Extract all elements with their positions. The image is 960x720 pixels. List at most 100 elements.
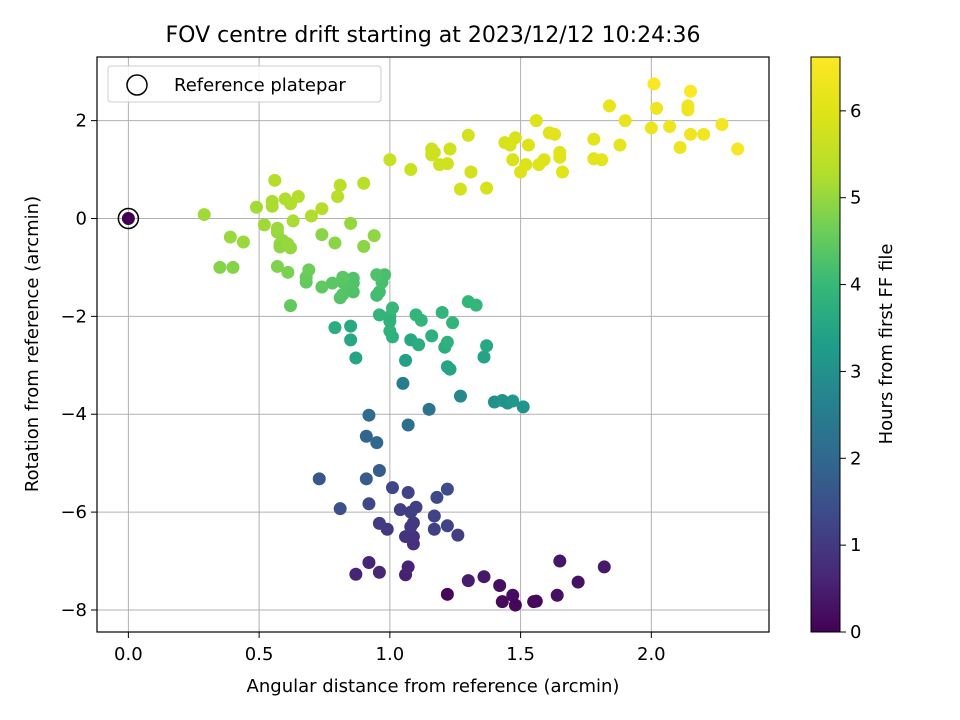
data-point <box>283 299 297 313</box>
data-point <box>508 598 522 612</box>
data-point <box>359 429 373 443</box>
data-point <box>372 565 386 579</box>
data-point <box>370 436 384 450</box>
data-point <box>597 560 611 574</box>
y-axis-ticks: 2 0 −2 −4 −6 −8 <box>60 111 97 621</box>
data-point <box>731 142 745 156</box>
data-point <box>401 560 415 574</box>
y-tick-label: −6 <box>60 502 87 523</box>
data-point <box>469 298 483 312</box>
data-point <box>548 127 562 141</box>
data-point <box>414 313 428 327</box>
data-point <box>555 165 569 179</box>
data-point <box>372 516 386 530</box>
data-point <box>684 127 698 141</box>
y-tick-label: 0 <box>76 208 87 229</box>
data-point <box>197 208 211 222</box>
x-tick-label: 0.5 <box>245 644 274 665</box>
data-point <box>440 519 454 533</box>
colorbar-label: Hours from first FF file <box>876 244 897 445</box>
colorbar-ticks: 0 1 2 3 4 5 6 <box>840 101 861 643</box>
data-point <box>529 594 543 608</box>
data-point <box>440 157 454 171</box>
data-point <box>446 316 460 330</box>
data-point <box>359 472 373 486</box>
data-point <box>357 239 371 253</box>
data-point <box>315 202 329 216</box>
colorbar-tick-label: 0 <box>850 622 861 643</box>
data-point <box>362 408 376 422</box>
data-point <box>440 482 454 496</box>
data-point <box>519 158 533 172</box>
data-point <box>385 330 399 344</box>
data-point <box>333 178 347 192</box>
data-point <box>328 321 342 335</box>
x-tick-label: 1.5 <box>506 644 535 665</box>
x-tick-label: 0.0 <box>114 644 143 665</box>
data-point <box>409 500 423 514</box>
chart-title: FOV centre drift starting at 2023/12/12 … <box>166 23 701 48</box>
colorbar-gradient <box>810 56 841 633</box>
data-point <box>440 587 454 601</box>
data-point <box>650 101 664 115</box>
data-point <box>480 181 494 195</box>
data-point <box>302 263 316 277</box>
data-point <box>362 497 376 511</box>
data-point <box>401 486 415 500</box>
data-point <box>370 268 384 282</box>
reference-point-ring <box>117 207 140 230</box>
data-point <box>453 389 467 403</box>
y-tick-label: −4 <box>60 404 87 425</box>
y-axis-label: Rotation from reference (arcmin) <box>22 196 43 492</box>
data-point <box>715 118 729 132</box>
data-point <box>506 588 520 602</box>
data-point <box>344 333 358 347</box>
x-tick-label: 1.0 <box>376 644 405 665</box>
data-point <box>257 218 271 232</box>
data-point <box>673 141 687 155</box>
data-point <box>618 114 632 128</box>
data-point <box>383 314 397 328</box>
data-point <box>506 153 520 167</box>
data-point <box>270 221 284 235</box>
colorbar-tick-label: 6 <box>850 101 861 122</box>
data-point <box>553 145 567 159</box>
colorbar-tick-label: 3 <box>850 361 861 382</box>
data-point <box>647 77 661 91</box>
data-point <box>493 579 507 593</box>
data-point <box>453 182 467 196</box>
data-point <box>315 280 329 294</box>
data-point <box>396 376 410 390</box>
data-point <box>349 567 363 581</box>
data-point <box>344 216 358 230</box>
y-tick-label: −2 <box>60 306 87 327</box>
data-point <box>312 472 326 486</box>
data-point <box>236 235 250 249</box>
data-point <box>595 153 609 167</box>
data-point <box>587 132 601 146</box>
data-point <box>412 338 426 352</box>
data-point <box>250 200 264 214</box>
data-point <box>435 305 449 319</box>
data-point <box>443 142 457 156</box>
data-point <box>427 522 441 536</box>
colorbar-tick-label: 4 <box>850 275 861 296</box>
colorbar-tick-label: 1 <box>850 535 861 556</box>
data-points <box>117 77 745 612</box>
x-axis-ticks: 0.0 0.5 1.0 1.5 2.0 <box>114 632 666 665</box>
data-point <box>480 339 494 353</box>
data-point <box>399 353 413 367</box>
data-point <box>385 481 399 495</box>
legend-marker <box>126 74 148 96</box>
data-point <box>349 351 363 365</box>
data-point <box>663 119 677 133</box>
colorbar-tick-label: 5 <box>850 188 861 209</box>
data-point <box>443 362 457 376</box>
data-point <box>328 236 342 250</box>
data-point <box>393 503 407 517</box>
data-point <box>346 285 360 299</box>
data-point <box>529 114 543 128</box>
data-point <box>270 259 284 273</box>
data-point <box>537 153 551 167</box>
data-point <box>333 291 347 305</box>
